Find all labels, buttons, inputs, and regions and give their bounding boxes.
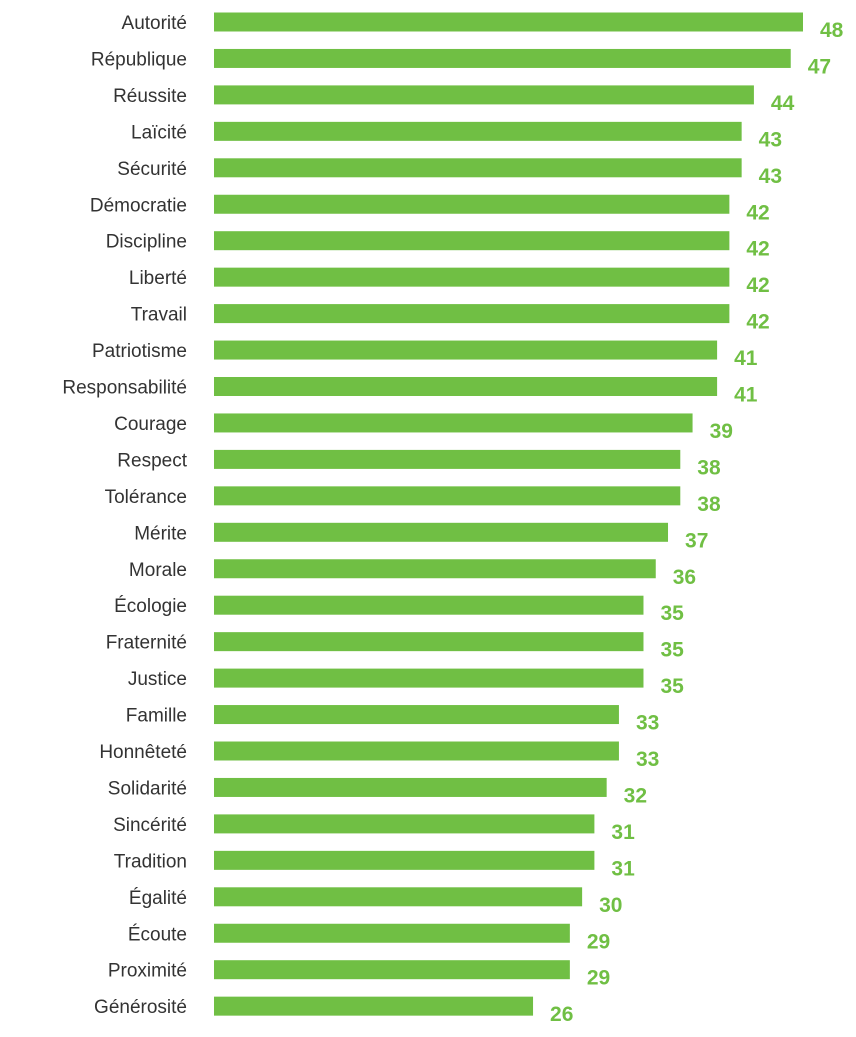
category-label: Travail <box>131 305 187 326</box>
bar <box>214 85 754 105</box>
bar <box>214 340 718 360</box>
value-label: 26 <box>550 1003 573 1026</box>
bar <box>214 850 595 870</box>
bar <box>214 996 534 1016</box>
category-label: Honnêteté <box>99 742 187 763</box>
bar <box>214 304 730 324</box>
bar <box>214 632 644 652</box>
category-label: Tolérance <box>105 487 187 508</box>
value-label: 42 <box>746 201 769 224</box>
category-label: Proximité <box>108 961 187 982</box>
value-label: 38 <box>697 456 721 479</box>
category-label: République <box>91 49 187 70</box>
category-label: Discipline <box>106 232 187 253</box>
value-label: 35 <box>660 602 684 625</box>
bar <box>214 449 681 469</box>
bar <box>214 121 742 141</box>
value-label: 39 <box>710 420 733 443</box>
category-label: Courage <box>114 414 187 435</box>
bar <box>214 777 607 797</box>
category-label: Démocratie <box>90 195 187 216</box>
category-label: Autorité <box>122 13 187 34</box>
category-label: Laïcité <box>131 122 187 143</box>
category-label: Justice <box>128 669 187 690</box>
value-label: 47 <box>808 55 831 78</box>
value-label: 31 <box>611 857 635 880</box>
value-label: 36 <box>673 566 696 589</box>
bar <box>214 48 791 68</box>
value-label: 35 <box>660 639 684 662</box>
value-label: 35 <box>660 675 684 698</box>
category-label: Écoute <box>128 924 187 945</box>
value-label: 41 <box>734 384 758 407</box>
category-label: Liberté <box>129 268 187 289</box>
bar <box>214 12 803 32</box>
value-label: 29 <box>587 930 610 953</box>
category-label: Égalité <box>129 888 187 909</box>
bar <box>214 413 693 433</box>
bar <box>214 194 730 214</box>
category-label: Mérite <box>134 523 187 544</box>
value-label: 37 <box>685 529 708 552</box>
category-label: Responsabilité <box>62 378 187 399</box>
category-label: Sincérité <box>113 815 187 836</box>
bar <box>214 158 742 178</box>
bar <box>214 522 669 542</box>
bar <box>214 595 644 615</box>
bar <box>214 267 730 287</box>
category-label: Fraternité <box>106 633 187 654</box>
bar <box>214 960 570 980</box>
category-label: Patriotisme <box>92 341 187 362</box>
value-label: 42 <box>746 311 769 334</box>
category-label: Solidarité <box>108 778 187 799</box>
value-label: 43 <box>759 128 782 151</box>
value-label: 33 <box>636 748 659 771</box>
category-label: Écologie <box>114 596 187 617</box>
value-label: 33 <box>636 712 659 735</box>
bar <box>214 741 619 761</box>
category-label: Respect <box>117 450 187 471</box>
value-label: 38 <box>697 493 721 516</box>
bar <box>214 231 730 251</box>
category-label: Famille <box>126 706 187 727</box>
bar <box>214 814 595 834</box>
bar <box>214 559 656 579</box>
bar <box>214 887 583 907</box>
value-label: 32 <box>624 784 647 807</box>
bar <box>214 923 570 943</box>
value-label: 44 <box>771 92 795 115</box>
value-label: 29 <box>587 967 610 990</box>
category-label: Réussite <box>113 86 187 107</box>
value-label: 42 <box>746 274 769 297</box>
value-label: 43 <box>759 165 782 188</box>
category-label: Tradition <box>114 851 187 872</box>
value-label: 48 <box>820 19 844 42</box>
value-label: 30 <box>599 894 622 917</box>
bar <box>214 486 681 506</box>
category-label: Sécurité <box>117 159 187 180</box>
bar <box>214 668 644 688</box>
category-label: Générosité <box>94 997 187 1018</box>
bar <box>214 705 619 725</box>
bar <box>214 377 718 396</box>
value-label: 41 <box>734 347 758 370</box>
value-label: 42 <box>746 238 769 261</box>
value-label: 31 <box>611 821 635 844</box>
category-label: Morale <box>129 560 187 581</box>
